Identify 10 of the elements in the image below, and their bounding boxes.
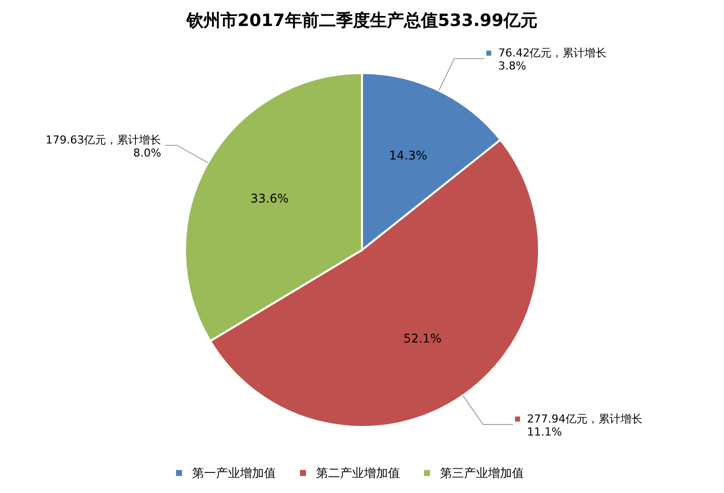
chart-title: 钦州市2017年前二季度生产总值533.99亿元 <box>186 11 538 31</box>
data-label: 14.3% <box>389 148 428 162</box>
data-label: 33.6% <box>250 192 289 206</box>
data-label: 52.1% <box>403 331 442 346</box>
text: 76.42亿元，累计增长 3.8% <box>498 46 607 73</box>
legend-label: 第三产业增加值 <box>440 466 524 480</box>
text: 179.63亿元，累计增长 8.0% <box>46 133 162 160</box>
legend-label: 第二产业增加值 <box>316 466 400 480</box>
legend-label: 第一产业增加值 <box>192 466 276 480</box>
text: 277.94亿元，累计增长 11.1% <box>527 412 643 439</box>
